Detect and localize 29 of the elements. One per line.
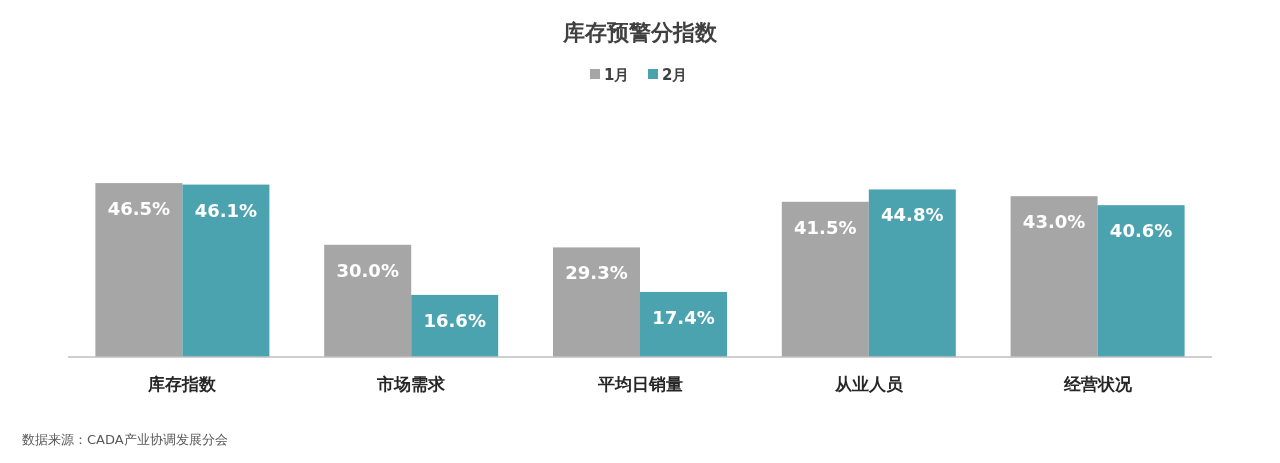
data-label: 44.8% xyxy=(881,204,944,226)
bar xyxy=(781,201,869,357)
x-tick-label: 平均日销量 xyxy=(596,374,683,394)
x-tick-label: 市场需求 xyxy=(376,374,447,394)
data-label: 17.4% xyxy=(652,306,715,328)
x-tick-label: 库存指数 xyxy=(147,374,218,394)
x-tick-label: 经营状况 xyxy=(1062,374,1133,394)
bar xyxy=(324,244,412,357)
x-tick-label: 从业人员 xyxy=(833,374,904,394)
data-label: 30.0% xyxy=(336,259,399,281)
bar xyxy=(182,184,270,357)
bar xyxy=(868,189,956,357)
bar xyxy=(411,294,499,357)
bar xyxy=(95,183,183,357)
data-label: 46.5% xyxy=(107,198,171,220)
data-label: 43.0% xyxy=(1022,211,1086,233)
data-label: 41.5% xyxy=(794,216,857,238)
legend-label: 2月 xyxy=(662,66,688,84)
data-label: 40.6% xyxy=(1109,220,1173,242)
legend-label: 1月 xyxy=(604,66,630,84)
bar xyxy=(553,247,640,357)
data-label: 29.3% xyxy=(565,262,628,284)
bar xyxy=(1097,205,1185,357)
data-label: 46.1% xyxy=(194,199,258,221)
data-label: 16.6% xyxy=(423,309,486,331)
source-note: 数据来源：CADA产业协调发展分会 xyxy=(22,432,228,447)
bar xyxy=(640,291,727,357)
bar xyxy=(1010,196,1098,357)
chart-title: 库存预警分指数 xyxy=(562,20,718,45)
